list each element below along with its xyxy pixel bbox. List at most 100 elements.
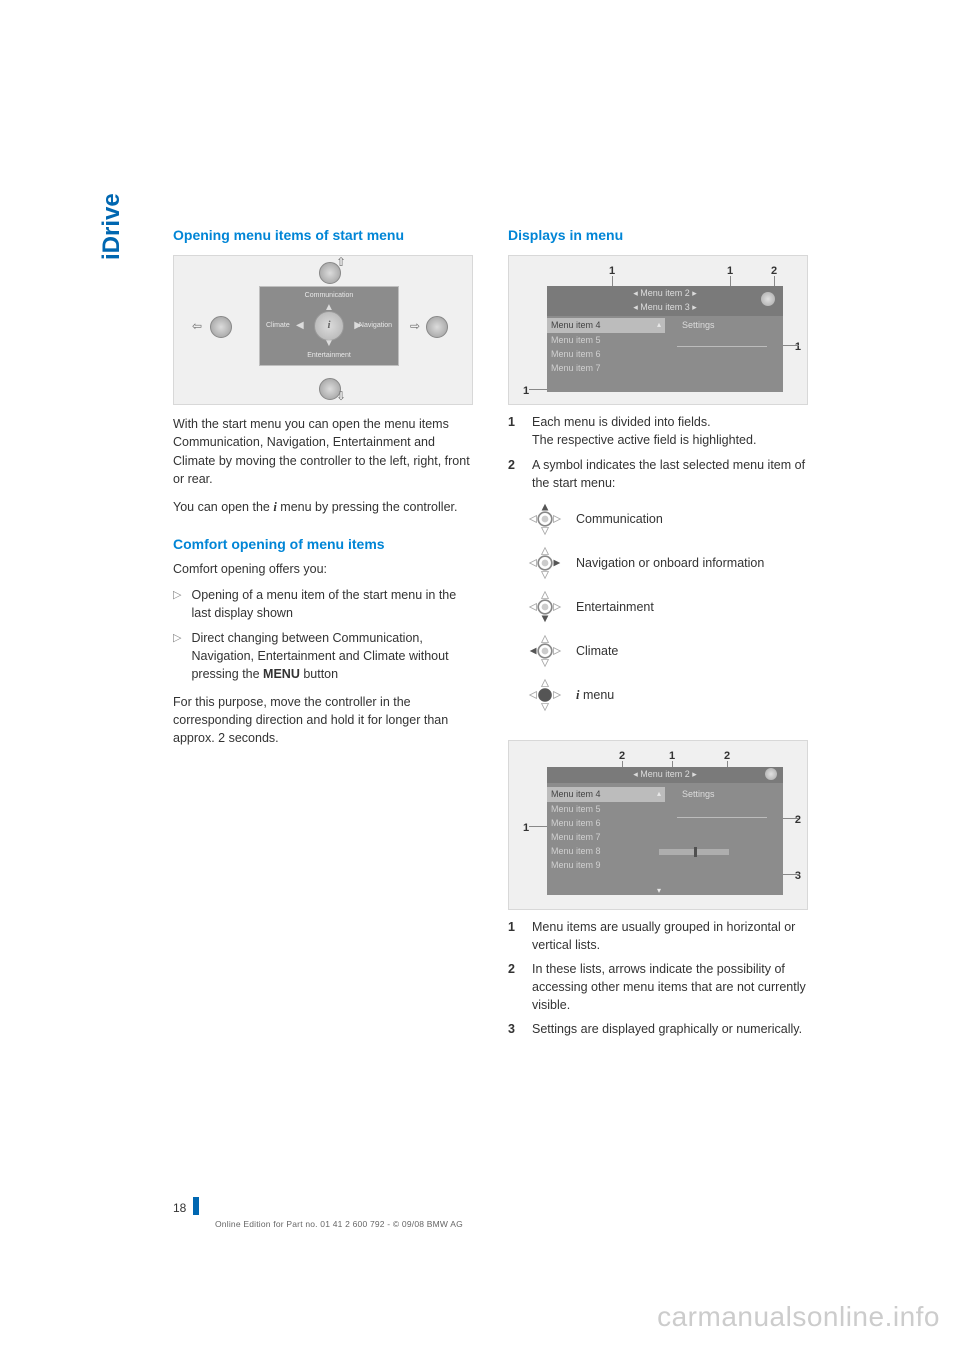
triangle-bullet-icon: ▷ — [173, 631, 181, 683]
menu-item: Menu item 6 — [551, 348, 601, 361]
list-item: ▷Opening of a menu item of the start men… — [173, 586, 473, 622]
heading-opening-menu: Opening menu items of start menu — [173, 225, 473, 245]
list-text: In these lists, arrows indicate the poss… — [532, 960, 808, 1014]
list-text: Menu items are usually grouped in horizo… — [532, 918, 808, 954]
header-item: ◂ Menu item 3 ▸ — [547, 300, 783, 314]
figure-menu-lists: 1 2 1 2 2 3 ◂ Menu item 2 ▸ Menu item 4 … — [508, 740, 808, 910]
arrow-left-icon: ⇦ — [192, 318, 202, 335]
settings-bar-mark — [694, 847, 697, 857]
callout-1: 1 — [795, 340, 801, 356]
numbered-list-fields: 1Each menu is divided into fields.The re… — [508, 413, 808, 492]
triangle-down-icon: ▾ — [657, 885, 661, 897]
leader-line — [783, 345, 799, 346]
triangle-up-icon: ▴ — [657, 319, 661, 331]
content-columns: Opening menu items of start menu Communi… — [173, 225, 813, 1039]
arrow-up-icon: ⇧ — [336, 254, 346, 271]
menu-header: ◂ Menu item 2 ▸ — [547, 767, 783, 783]
list-text: Settings are displayed graphically or nu… — [532, 1020, 802, 1038]
figure-start-menu: Communication Entertainment Climate Navi… — [173, 255, 473, 405]
divider — [677, 346, 767, 347]
label-entertainment: Entertainment — [307, 351, 351, 361]
info-menu-symbol-icon — [528, 678, 562, 712]
list-text: Each menu is divided into fields.The res… — [532, 413, 756, 449]
label-communication: Communication — [305, 291, 354, 301]
label-navigation: Navigation — [359, 321, 392, 331]
symbol-row: Climate — [528, 634, 808, 668]
callout-1: 1 — [523, 384, 529, 400]
panel-title: Settings — [682, 788, 715, 801]
left-column: Opening menu items of start menu Communi… — [173, 225, 473, 1039]
leader-line — [529, 389, 547, 390]
page-number-bar — [193, 1197, 199, 1215]
symbol-label: i menu — [576, 686, 614, 704]
menu-item: Menu item 6 — [551, 817, 601, 830]
heading-comfort-opening: Comfort opening of menu items — [173, 534, 473, 554]
symbol-label: Entertainment — [576, 598, 654, 616]
symbol-row: Entertainment — [528, 590, 808, 624]
menu-item: Menu item 7 — [551, 362, 601, 375]
communication-symbol-icon — [528, 502, 562, 536]
list-text: Opening of a menu item of the start menu… — [191, 586, 473, 622]
num-marker: 1 — [508, 918, 520, 954]
chevron-right-icon: ▶ — [354, 319, 362, 334]
callout-1: 1 — [523, 821, 529, 837]
center-i-icon: i — [327, 318, 330, 334]
menu-item-active: Menu item 4 — [547, 318, 665, 333]
list-text: Direct changing between Communication, N… — [191, 629, 473, 683]
leader-line — [730, 276, 731, 286]
leader-line — [783, 874, 799, 875]
symbol-label: Communication — [576, 510, 663, 528]
symbol-legend: Communication Navigation or onboard info… — [528, 502, 808, 712]
list-item: 2 A symbol indicates the last selected me… — [508, 456, 808, 492]
dial-right — [426, 316, 448, 338]
symbol-label: Navigation or onboard information — [576, 554, 764, 572]
header-item: ◂ Menu item 2 ▸ — [547, 286, 783, 300]
text-fragment: You can open the — [173, 500, 273, 514]
symbol-label: Climate — [576, 642, 618, 660]
triangle-up-icon: ▴ — [657, 788, 661, 800]
num-marker: 2 — [508, 960, 520, 1014]
divider — [677, 817, 767, 818]
list-item: 3 Settings are displayed graphically or n… — [508, 1020, 808, 1038]
list-item: ▷Direct changing between Communication, … — [173, 629, 473, 683]
callout-3: 3 — [795, 869, 801, 885]
num-marker: 2 — [508, 456, 520, 492]
heading-displays: Displays in menu — [508, 225, 808, 245]
section-label: iDrive — [95, 193, 130, 260]
menu-item: Menu item 5 — [551, 334, 601, 347]
symbol-row: Communication — [528, 502, 808, 536]
symbol-row: Navigation or onboard information — [528, 546, 808, 580]
knob-icon — [765, 768, 777, 780]
page-number: 18 — [173, 1200, 186, 1217]
list-text: A symbol indicates the last selected men… — [532, 456, 808, 492]
menu-panel: ◂ Menu item 2 ▸ Menu item 4 ▴ Settings M… — [547, 767, 783, 895]
callout-2: 2 — [795, 813, 801, 829]
menu-item: Menu item 8 — [551, 845, 601, 858]
chevron-up-icon: ▲ — [324, 301, 334, 316]
paragraph-comfort-intro: Comfort opening offers you: — [173, 560, 473, 578]
leader-line — [529, 826, 547, 827]
right-column: Displays in menu 1 1 1 2 1 ◂ Menu item 2… — [508, 225, 808, 1039]
symbol-row: i menu — [528, 678, 808, 712]
watermark: carmanualsonline.info — [657, 1297, 940, 1338]
footer-text: Online Edition for Part no. 01 41 2 600 … — [215, 1218, 463, 1230]
menu-header: ◂ Menu item 2 ▸ ◂ Menu item 3 ▸ — [547, 286, 783, 316]
menu-item: Menu item 7 — [551, 831, 601, 844]
bullet-list: ▷ Opening of a menu item of the start men… — [173, 586, 473, 683]
navigation-symbol-icon — [528, 546, 562, 580]
menu-item-active: Menu item 4 — [547, 787, 665, 802]
num-marker: 3 — [508, 1020, 520, 1038]
entertainment-symbol-icon — [528, 590, 562, 624]
chevron-left-icon: ◀ — [296, 319, 304, 334]
dial-left — [210, 316, 232, 338]
panel-title: Settings — [682, 319, 715, 332]
menu-item: Menu item 9 — [551, 859, 601, 872]
climate-symbol-icon — [528, 634, 562, 668]
label-climate: Climate — [266, 321, 290, 331]
paragraph-i-menu: You can open the i menu by pressing the … — [173, 498, 473, 516]
list-item: 1 Menu items are usually grouped in horiz… — [508, 918, 808, 954]
list-item: 1Each menu is divided into fields.The re… — [508, 413, 808, 449]
menu-item: Menu item 5 — [551, 803, 601, 816]
start-menu-panel: Communication Entertainment Climate Navi… — [259, 286, 399, 366]
leader-line — [783, 818, 799, 819]
